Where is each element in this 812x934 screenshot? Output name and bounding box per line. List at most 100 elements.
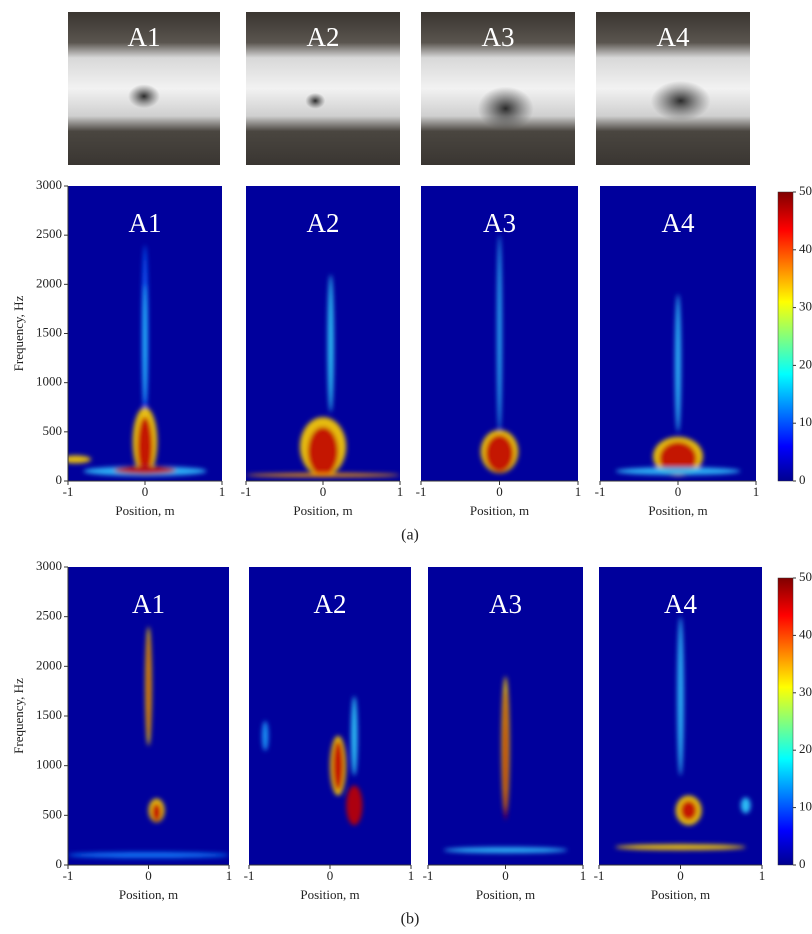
x-axis-label: Position, m	[648, 503, 707, 518]
x-tick-label: 1	[753, 484, 760, 499]
photo	[246, 12, 400, 165]
colorbar-tick-label: 30	[799, 299, 812, 314]
plot-label: A4	[664, 589, 697, 619]
y-axis-label: Frequency, Hz	[11, 295, 26, 371]
colorbar-tick-label: 10	[799, 414, 812, 429]
x-tick-label: -1	[595, 484, 606, 499]
x-tick-label: 1	[219, 484, 226, 499]
feature	[307, 426, 339, 477]
spectrogram-features	[68, 626, 229, 859]
feature	[615, 467, 741, 476]
colorbar-tick-label: 40	[799, 241, 812, 256]
colorbar-tick-label: 10	[799, 799, 812, 814]
panel-caption: (a)	[401, 527, 419, 544]
feature	[146, 636, 151, 736]
panel-caption: (b)	[401, 911, 420, 928]
y-tick-label: 3000	[36, 177, 62, 192]
feature	[143, 284, 147, 403]
colorbar-tick-label: 50	[799, 569, 812, 584]
spectrogram-features	[261, 696, 363, 826]
feature	[677, 616, 684, 776]
x-tick-label: -1	[423, 868, 434, 883]
x-tick-label: -1	[241, 484, 252, 499]
photo-label: A2	[307, 22, 340, 52]
feature	[114, 466, 176, 475]
spectrogram-features	[615, 294, 741, 477]
x-tick-label: 1	[580, 868, 587, 883]
x-tick-label: 0	[502, 868, 509, 883]
feature	[137, 417, 153, 477]
feature	[68, 455, 92, 464]
feature	[261, 720, 269, 751]
photo-label: A4	[657, 22, 690, 52]
x-tick-label: 1	[408, 868, 415, 883]
feature	[351, 696, 358, 776]
x-tick-label: 0	[320, 484, 327, 499]
colorbar-tick-label: 20	[799, 356, 812, 371]
feature	[151, 803, 162, 822]
feature	[327, 274, 334, 413]
colorbar-tick-label: 40	[799, 626, 812, 641]
plot-label: A4	[662, 208, 695, 238]
y-tick-label: 1000	[36, 374, 62, 389]
colorbar	[777, 191, 794, 482]
feature	[346, 785, 363, 826]
x-axis-label: Position, m	[651, 887, 710, 902]
colorbar-tick-label: 0	[799, 472, 806, 487]
colorbar	[777, 577, 794, 866]
y-tick-label: 0	[56, 856, 63, 871]
x-tick-label: 0	[675, 484, 682, 499]
feature	[503, 691, 508, 821]
x-tick-label: -1	[594, 868, 605, 883]
x-tick-label: 1	[759, 868, 766, 883]
plot-label: A1	[129, 208, 162, 238]
x-axis-label: Position, m	[293, 503, 352, 518]
feature	[485, 434, 514, 473]
y-tick-label: 3000	[36, 558, 62, 573]
photo-defect	[650, 80, 711, 121]
x-axis-label: Position, m	[476, 887, 535, 902]
y-tick-label: 0	[56, 472, 63, 487]
spectrogram-features	[480, 235, 519, 474]
feature	[615, 844, 746, 851]
photo-defect	[128, 84, 160, 109]
feature	[680, 800, 697, 821]
x-tick-label: 0	[327, 868, 334, 883]
x-axis-label: Position, m	[470, 503, 529, 518]
feature	[246, 473, 400, 478]
colorbar-tick-label: 20	[799, 741, 812, 756]
photo-label: A1	[128, 22, 161, 52]
x-tick-label: 0	[496, 484, 503, 499]
plot-label: A2	[307, 208, 340, 238]
feature	[659, 441, 697, 476]
x-axis-label: Position, m	[115, 503, 174, 518]
plot-label: A3	[489, 589, 522, 619]
y-tick-label: 1000	[36, 757, 62, 772]
x-tick-label: 0	[142, 484, 149, 499]
x-tick-label: 1	[575, 484, 582, 499]
x-tick-label: 1	[397, 484, 404, 499]
y-axis-label: Frequency, Hz	[11, 678, 26, 754]
y-tick-label: 500	[43, 423, 63, 438]
y-tick-label: 2500	[36, 226, 62, 241]
y-tick-label: 2000	[36, 275, 62, 290]
spectrogram-features	[615, 616, 751, 851]
x-tick-label: 0	[145, 868, 152, 883]
feature	[332, 740, 344, 791]
x-tick-label: 1	[226, 868, 233, 883]
x-axis-label: Position, m	[300, 887, 359, 902]
x-tick-label: 0	[677, 868, 684, 883]
spectrogram-features	[68, 245, 207, 477]
x-tick-label: -1	[244, 868, 255, 883]
colorbar-tick-label: 50	[799, 183, 812, 198]
x-tick-label: -1	[416, 484, 427, 499]
x-axis-label: Position, m	[119, 887, 178, 902]
feature	[674, 294, 682, 432]
colorbar-tick-label: 0	[799, 856, 806, 871]
feature	[68, 852, 229, 859]
photo-defect	[477, 86, 534, 131]
spectrogram	[249, 567, 411, 865]
spectrogram-features	[246, 274, 400, 478]
feature	[497, 235, 502, 432]
